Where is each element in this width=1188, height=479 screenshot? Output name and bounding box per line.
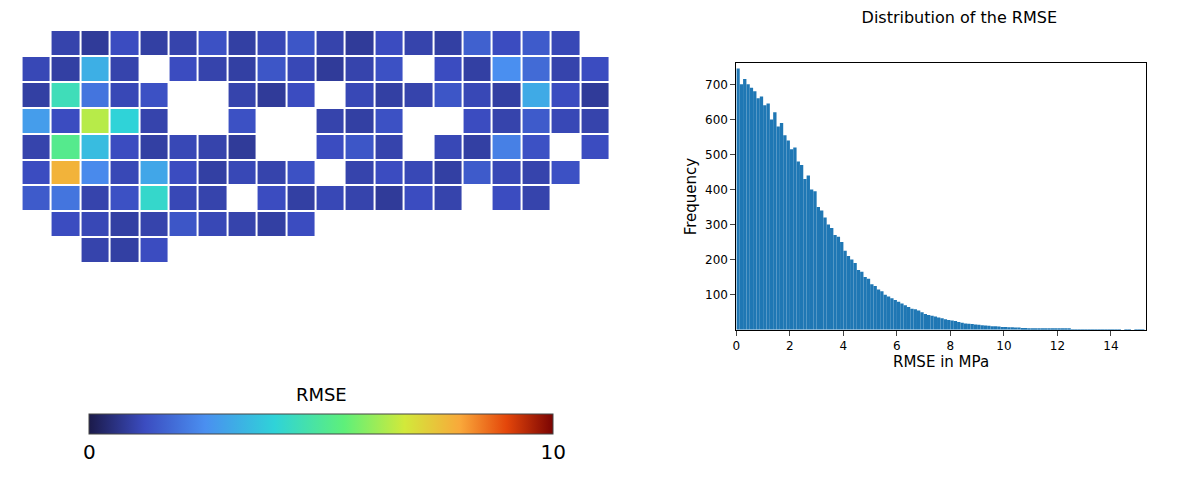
svg-text:300: 300 xyxy=(705,218,728,232)
svg-text:Distribution of the RMSE: Distribution of the RMSE xyxy=(862,8,1057,27)
svg-text:400: 400 xyxy=(705,183,728,197)
svg-text:200: 200 xyxy=(705,253,728,267)
svg-text:100: 100 xyxy=(705,288,728,302)
svg-text:4: 4 xyxy=(840,339,848,353)
svg-text:14: 14 xyxy=(1103,339,1118,353)
svg-text:RMSE: RMSE xyxy=(296,384,347,405)
svg-text:10: 10 xyxy=(996,339,1011,353)
svg-text:0: 0 xyxy=(733,339,741,353)
svg-text:2: 2 xyxy=(786,339,794,353)
svg-text:12: 12 xyxy=(1050,339,1065,353)
svg-text:RMSE in MPa: RMSE in MPa xyxy=(893,353,989,371)
svg-text:10: 10 xyxy=(541,440,566,464)
svg-text:8: 8 xyxy=(947,339,955,353)
svg-text:700: 700 xyxy=(705,78,728,92)
svg-text:500: 500 xyxy=(705,148,728,162)
svg-text:0: 0 xyxy=(83,440,96,464)
svg-text:Frequency: Frequency xyxy=(682,158,700,236)
svg-text:600: 600 xyxy=(705,113,728,127)
svg-text:6: 6 xyxy=(893,339,901,353)
